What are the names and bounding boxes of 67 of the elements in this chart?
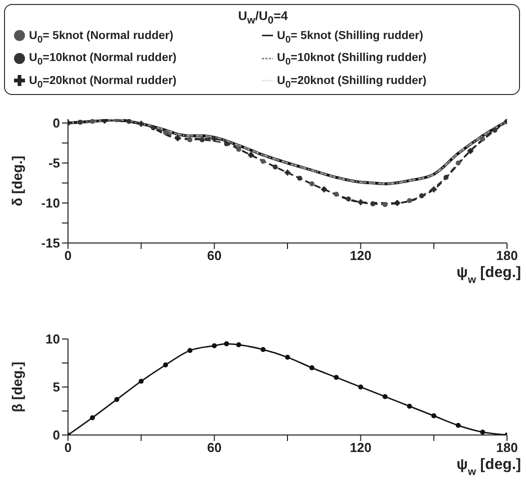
point (382, 202, 388, 208)
point (285, 354, 290, 360)
point (138, 378, 144, 384)
point (334, 374, 339, 380)
legend-label: U$_{0}$=20knot (Shilling rudder) (277, 74, 426, 90)
point (163, 130, 168, 136)
point (334, 192, 339, 197)
legend-title: U$_{w}$/U$_{0}$=4 (237, 9, 289, 26)
point (260, 158, 266, 164)
point (272, 164, 278, 170)
point (78, 120, 83, 125)
point (382, 394, 388, 400)
point (406, 198, 412, 204)
y-tick-label: 5 (52, 380, 60, 395)
point (297, 176, 302, 181)
point (163, 362, 168, 368)
point (260, 347, 266, 352)
point (370, 201, 376, 206)
point (224, 141, 230, 146)
point (90, 119, 95, 124)
point (456, 422, 461, 428)
y-tick-label: -5 (48, 156, 60, 171)
point (150, 125, 156, 130)
x-tick-label: 120 (350, 440, 372, 456)
point (456, 160, 461, 166)
point (444, 174, 449, 180)
point (212, 343, 217, 348)
point (431, 413, 436, 418)
y-tick-label: -10 (41, 196, 60, 211)
x-tick-label: 180 (496, 440, 518, 456)
point (492, 128, 498, 133)
point (309, 365, 314, 370)
x-tick-label: 120 (350, 248, 372, 264)
point (90, 415, 95, 420)
x-tick-label: 60 (207, 248, 222, 264)
point (224, 341, 230, 346)
point (200, 137, 205, 142)
point (187, 348, 192, 354)
x-axis-title: ψ$_{w}$ [deg.] (456, 264, 521, 286)
y-axis-title: β [deg.] (9, 362, 25, 412)
point (236, 342, 242, 348)
point (406, 404, 412, 409)
point (358, 384, 364, 390)
point (114, 396, 120, 402)
point (480, 430, 486, 435)
point (236, 146, 242, 152)
x-tick-label: 0 (64, 248, 72, 264)
legend-label: U$_{0}$= 5knot (Shilling rudder) (277, 30, 424, 46)
point (126, 119, 132, 124)
y-axis-title: δ [deg.] (9, 156, 25, 206)
y-tick-label: -15 (41, 236, 60, 251)
x-tick-label: 60 (207, 440, 222, 456)
x-axis-title: ψ$_{w}$ [deg.] (456, 456, 521, 478)
legend-label: U$_{0}$=20knot (Normal rudder) (29, 74, 177, 90)
y-tick-label: 0 (52, 116, 60, 131)
x-tick-label: 0 (64, 440, 72, 456)
point (419, 193, 424, 198)
x-tick-label: 180 (496, 248, 518, 264)
y-tick-label: 0 (52, 428, 60, 443)
point (187, 137, 192, 142)
y-tick-label: 10 (46, 332, 60, 347)
point (480, 136, 486, 142)
legend-label: U$_{0}$=10knot (Normal rudder) (29, 52, 177, 68)
legend-label: U$_{0}$=10knot (Shilling rudder) (277, 52, 426, 68)
point (309, 181, 314, 186)
point (346, 196, 351, 202)
legend-label: U$_{0}$= 5knot (Normal rudder) (29, 30, 174, 46)
